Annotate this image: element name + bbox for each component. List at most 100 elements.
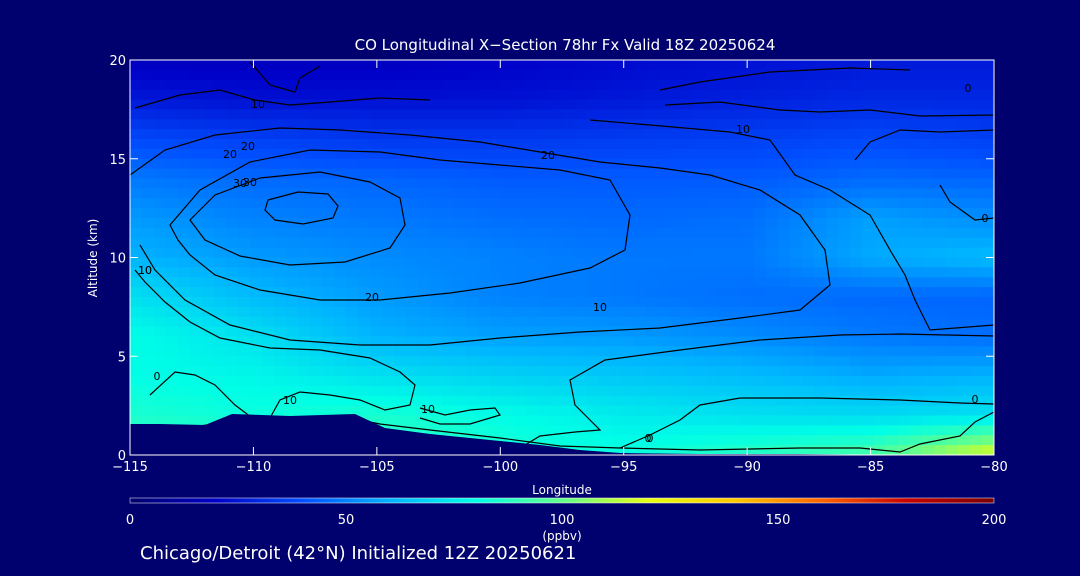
field-cell [490,208,503,219]
field-cell [274,208,287,219]
field-cell [742,178,755,189]
field-cell [790,148,803,160]
field-cell [154,277,167,288]
field-cell [490,326,503,338]
field-cell [658,99,671,110]
field-cell [634,188,647,199]
field-cell [130,346,143,357]
field-cell [286,208,299,219]
field-cell [418,237,431,249]
field-cell [730,297,743,308]
field-cell [550,188,563,199]
field-cell [130,237,143,249]
field-cell [658,366,671,377]
field-cell [202,188,215,199]
field-cell [466,109,479,120]
field-cell [334,395,347,407]
field-cell [442,247,455,259]
field-cell [742,158,755,170]
field-cell [262,247,275,259]
field-cell [850,257,863,268]
field-cell [922,297,935,308]
field-cell [382,287,395,298]
field-cell [910,89,923,101]
field-cell [286,316,299,328]
field-cell [262,366,275,377]
field-cell [214,119,227,130]
field-cell [850,89,863,101]
field-cell [694,227,707,239]
field-cell [190,376,203,387]
field-cell [550,89,563,101]
field-cell [886,178,899,189]
field-cell [682,237,695,249]
field-cell [850,277,863,288]
field-cell [274,247,287,259]
field-cell [790,257,803,268]
field-cell [334,79,347,91]
field-cell [886,198,899,209]
colorbar-tick-label: 200 [982,513,1007,528]
field-cell [766,188,779,199]
field-cell [622,139,635,150]
field-cell [142,60,155,71]
field-cell [286,69,299,81]
field-cell [322,218,335,229]
field-cell [202,139,215,150]
field-cell [646,415,659,426]
field-cell [958,208,971,219]
field-cell [670,297,683,308]
field-cell [466,119,479,130]
field-cell [658,148,671,160]
field-cell [382,376,395,387]
field-cell [382,277,395,288]
field-cell [154,356,167,367]
field-cell [358,326,371,338]
field-cell [250,385,263,397]
field-cell [574,188,587,199]
field-cell [934,267,947,278]
field-cell [574,178,587,189]
field-cell [550,366,563,377]
field-cell [574,356,587,367]
field-cell [310,346,323,357]
field-cell [886,287,899,298]
field-cell [598,60,611,71]
field-cell [142,415,155,426]
field-cell [802,405,815,417]
field-cell [178,356,191,367]
field-cell [862,297,875,308]
field-cell [610,79,623,91]
field-cell [190,346,203,357]
field-cell [562,139,575,150]
field-cell [946,178,959,189]
field-cell [622,306,635,318]
field-cell [958,346,971,357]
field-cell [538,168,551,180]
field-cell [430,415,443,426]
field-cell [646,376,659,387]
field-cell [250,395,263,407]
field-cell [322,405,335,417]
field-cell [418,385,431,397]
field-cell [706,168,719,180]
field-cell [970,316,983,328]
field-cell [298,267,311,278]
field-cell [586,129,599,140]
field-cell [670,277,683,288]
field-cell [694,277,707,288]
field-cell [790,178,803,189]
field-cell [718,198,731,209]
field-cell [826,227,839,239]
field-cell [646,168,659,180]
field-cell [778,60,791,71]
field-cell [922,316,935,328]
field-cell [838,218,851,229]
field-cell [130,148,143,160]
field-cell [706,79,719,91]
field-cell [838,297,851,308]
field-cell [502,395,515,407]
field-cell [130,297,143,308]
field-cell [550,435,563,446]
field-cell [310,198,323,209]
